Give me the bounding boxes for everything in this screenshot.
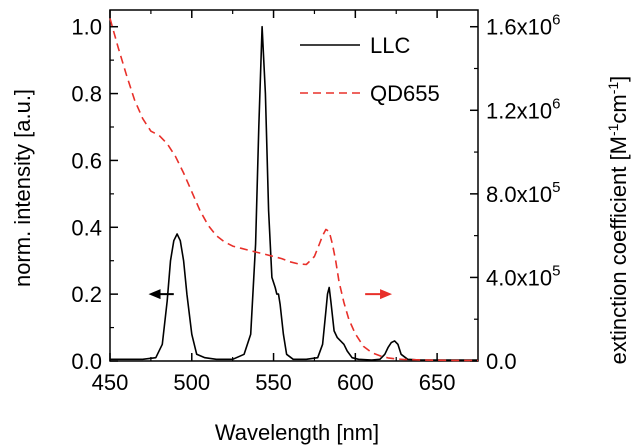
x-tick-label: 500 — [173, 370, 210, 395]
y-right-axis-label: extinction coefficient [M-1cm-1] — [605, 76, 631, 365]
annotation-arrows — [148, 289, 393, 300]
y-right-tick-label: 1.6x106 — [486, 12, 560, 40]
arrow-left-head — [148, 289, 161, 300]
arrow-right-head — [380, 289, 393, 300]
y-right-tick-label: 0.0 — [486, 349, 517, 374]
series-line-qd655 — [109, 18, 478, 362]
series-line-llc — [110, 25, 478, 361]
x-tick-label: 550 — [255, 370, 292, 395]
ticks — [109, 10, 478, 362]
y-right-tick-label: 8.0x105 — [486, 179, 560, 207]
y-right-tick-label: 1.2x106 — [486, 95, 560, 123]
y-left-tick-label: 0.4 — [71, 215, 102, 240]
series-group — [109, 18, 478, 362]
legend-label-llc: LLC — [370, 33, 410, 58]
x-tick-label: 450 — [92, 370, 129, 395]
plot-frame — [109, 9, 479, 362]
y-left-tick-label: 1.0 — [71, 15, 102, 40]
y-left-axis-label: norm. intensity [a.u.] — [10, 89, 35, 287]
y-left-tick-label: 0.0 — [71, 349, 102, 374]
legend-label-qd655: QD655 — [370, 81, 440, 106]
x-axis-label: Wavelength [nm] — [215, 420, 379, 445]
x-tick-label: 650 — [419, 370, 456, 395]
y-right-tick-label: 4.0x105 — [486, 262, 560, 290]
tick-labels: 450 500 550 600 650 0.0 0.2 0.4 0.6 0.8 1.0 0.0 4.0x… — [71, 12, 560, 395]
y-left-tick-label: 0.6 — [71, 148, 102, 173]
x-tick-label: 600 — [337, 370, 374, 395]
legend: LLC QD655 — [300, 33, 440, 106]
y-left-tick-label: 0.8 — [71, 82, 102, 107]
y-left-tick-label: 0.2 — [71, 282, 102, 307]
